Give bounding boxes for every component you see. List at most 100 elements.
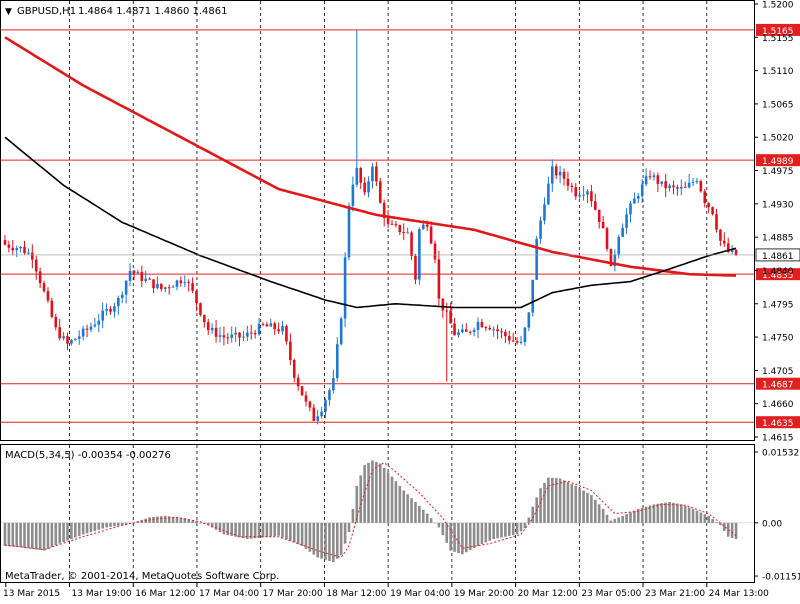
candle-body [355,167,359,185]
candle-body [46,291,50,301]
candle-body [101,310,104,321]
candle-body [672,185,675,188]
candle-body [500,331,503,333]
macd-histogram-bar [324,522,327,560]
hline-price-box [756,377,800,390]
time-tick-label: 23 Mar 05:00 [581,589,641,599]
macd-histogram-bar [484,522,488,543]
macd-histogram-bar [206,522,210,526]
macd-histogram-bar [613,518,617,523]
candle-body [171,286,175,288]
candle-body [504,331,507,337]
candle-body [261,323,265,325]
macd-histogram-bar [371,460,374,523]
candle-body [85,328,89,330]
macd-histogram-bar [31,522,34,549]
candle-body [34,259,38,272]
price-tick-label: 1.5155 [762,34,794,44]
macd-histogram-bar [640,507,644,523]
candle-body [421,224,425,230]
macd-histogram-bar [550,477,554,523]
price-tick-label: 1.4975 [762,167,794,177]
candle-body [105,308,108,311]
macd-histogram-bar [93,522,97,531]
hline-price-label: 1.4835 [762,271,794,281]
macd-histogram-bar [210,522,214,528]
macd-histogram-bar [300,522,304,546]
candle-body [175,280,179,287]
macd-histogram-bar [668,502,671,523]
candle-body [7,244,11,248]
macd-panel-frame [0,444,755,583]
time-tick-label: 17 Mar 04:00 [199,589,259,599]
macd-histogram-bar [437,522,441,528]
macd-histogram-bar [3,522,7,546]
macd-histogram-bar [89,522,93,533]
macd-histogram-bar [328,522,331,561]
candle-body [163,287,167,290]
price-tick-label: 1.4615 [762,434,794,444]
candle-body [437,259,441,299]
candle-body [457,332,460,336]
candle-body [648,176,652,178]
candle-body [191,283,194,291]
candle-body [300,386,304,396]
candle-body [629,203,632,215]
macd-histogram-bar [554,478,558,523]
candle-body [711,207,714,215]
candle-body [128,270,132,281]
candle-body [676,187,679,189]
price-tick-label: 1.4660 [762,400,794,410]
candle-body [375,166,378,182]
candle-body [637,196,640,199]
symbol-label: GBPUSD,H1 [17,6,76,17]
candle-body [308,401,312,408]
macd-histogram-bar [214,522,218,530]
dropdown-arrow-icon[interactable]: ▼ [5,7,12,17]
candle-body [230,334,234,338]
candle-body [156,283,159,289]
macd-histogram-bar [97,522,101,530]
hline-price-box [756,416,800,429]
macd-histogram-bar [359,475,363,523]
macd-histogram-bar [363,465,366,523]
candle-body [27,252,30,254]
macd-histogram-bar [558,478,562,523]
time-tick-label: 23 Mar 21:00 [645,589,705,599]
candle-body [609,248,613,267]
horizontal-lines[interactable]: 1.5165 1.4989 1.4835 1.4687 1.4635 [1,23,800,429]
time-tick-label: 19 Mar 20:00 [454,589,514,599]
macd-histogram-bar [429,518,433,523]
current-price-label: 1.4861 [762,252,794,262]
macd-histogram-bar [54,522,58,546]
macd-histogram-bar [410,498,413,523]
candle-body [703,191,707,204]
candle-body [160,283,163,290]
candle-body [410,232,413,256]
candle-body [496,329,499,332]
candle-body [11,247,15,251]
macd-histogram-bar [617,517,621,523]
candle-body [77,336,81,339]
candle-body [324,400,327,412]
macd-histogram-bar [292,522,296,543]
candle-body [371,166,374,182]
macd-histogram-bar [597,504,601,523]
candle-body [492,329,495,331]
hline-price-box [756,154,800,167]
candle-body [62,336,65,339]
candle-body [242,336,245,338]
macd-histogram-bar [519,522,523,532]
macd-histogram-bar [281,522,284,538]
candle-body [167,287,171,289]
macd-histogram-bar [175,517,179,523]
candle-body [687,182,691,188]
time-axis: 13 Mar 2015 13 Mar 19:00 16 Mar 12:00 17 Ma… [3,583,769,599]
candle-body [109,308,112,312]
price-tick-label: 1.4885 [762,234,794,244]
macd-histogram-bar [386,472,390,523]
candle-body [480,321,484,328]
candle-body [617,236,621,255]
